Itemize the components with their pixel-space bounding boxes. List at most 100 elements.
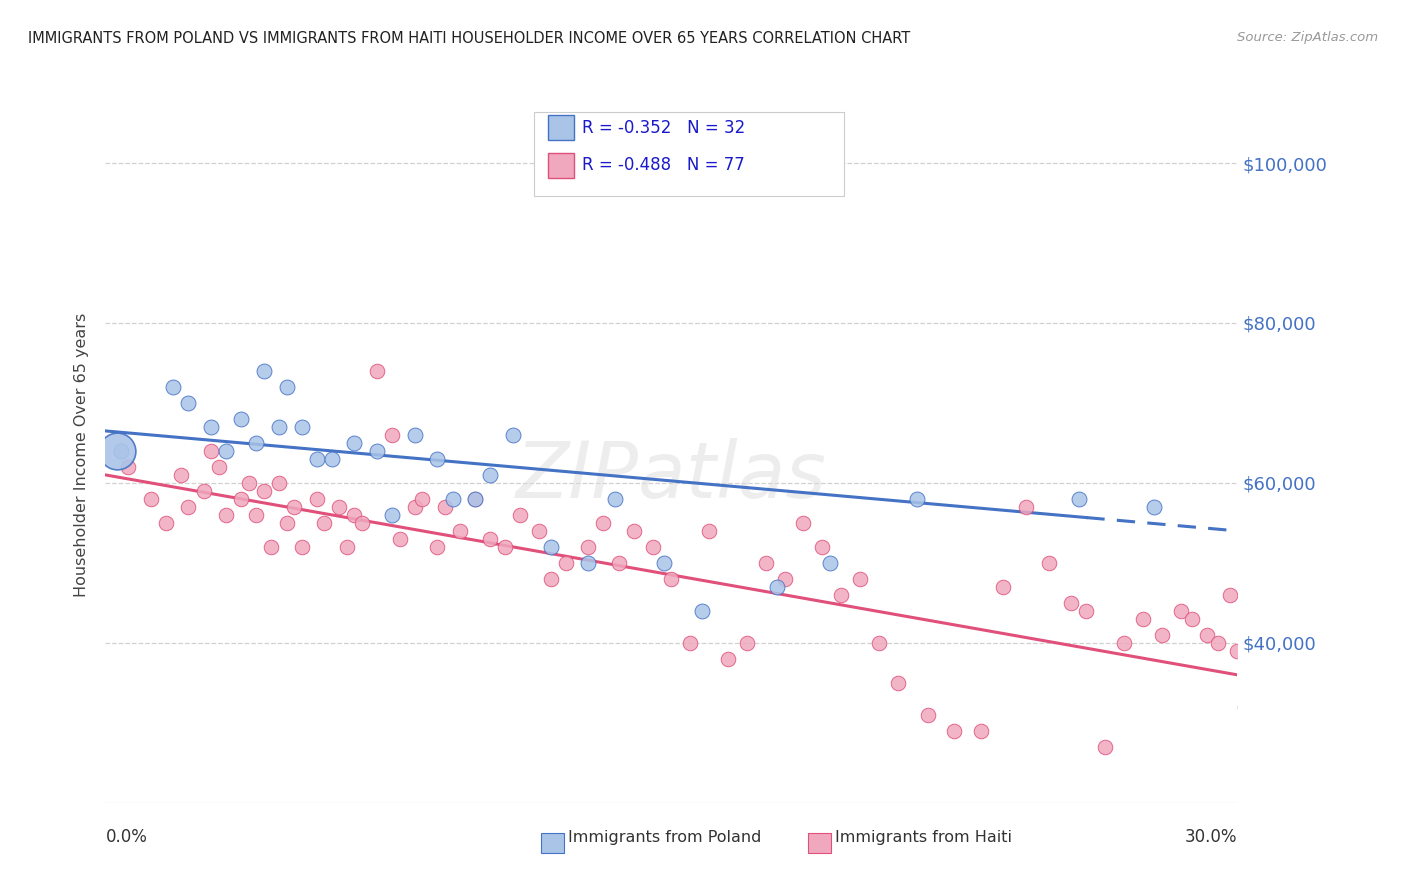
Point	[509, 508, 531, 522]
Point	[177, 500, 200, 514]
Point	[607, 556, 630, 570]
Point	[697, 524, 720, 538]
Point	[404, 500, 426, 514]
Point	[343, 508, 366, 522]
Point	[200, 444, 222, 458]
Point	[1181, 612, 1204, 626]
Point	[1226, 644, 1249, 658]
Point	[411, 491, 433, 506]
Point	[110, 444, 132, 458]
Point	[905, 491, 928, 506]
Point	[1060, 596, 1083, 610]
Point	[245, 508, 267, 522]
Point	[276, 516, 298, 530]
Point	[426, 540, 449, 554]
Point	[231, 412, 253, 426]
Point	[970, 723, 993, 738]
Point	[652, 556, 675, 570]
Y-axis label: Householder Income Over 65 years: Householder Income Over 65 years	[75, 313, 90, 597]
Point	[792, 516, 814, 530]
Point	[208, 459, 231, 474]
Point	[540, 540, 562, 554]
Point	[441, 491, 464, 506]
Point	[1219, 588, 1241, 602]
Point	[1150, 628, 1173, 642]
Point	[193, 483, 215, 498]
Point	[679, 636, 702, 650]
Point	[529, 524, 551, 538]
Point	[766, 580, 789, 594]
Point	[231, 491, 253, 506]
Point	[449, 524, 471, 538]
Point	[1197, 628, 1219, 642]
Point	[717, 652, 740, 666]
Text: Immigrants from Poland: Immigrants from Poland	[568, 830, 762, 845]
Point	[690, 604, 713, 618]
Point	[200, 420, 222, 434]
Point	[830, 588, 852, 602]
Point	[1208, 636, 1230, 650]
Point	[1132, 612, 1154, 626]
Point	[381, 508, 404, 522]
Point	[576, 540, 599, 554]
Point	[576, 556, 599, 570]
Point	[1143, 500, 1166, 514]
Point	[818, 556, 841, 570]
Point	[404, 428, 426, 442]
Text: IMMIGRANTS FROM POLAND VS IMMIGRANTS FROM HAITI HOUSEHOLDER INCOME OVER 65 YEARS: IMMIGRANTS FROM POLAND VS IMMIGRANTS FRO…	[28, 31, 910, 46]
Point	[238, 475, 260, 490]
Point	[540, 572, 562, 586]
Point	[943, 723, 966, 738]
Point	[868, 636, 890, 650]
Point	[328, 500, 350, 514]
Point	[641, 540, 664, 554]
Point	[735, 636, 758, 650]
Point	[917, 707, 939, 722]
Point	[479, 467, 502, 482]
Point	[1170, 604, 1192, 618]
Point	[139, 491, 162, 506]
Point	[366, 364, 388, 378]
Point	[170, 467, 193, 482]
Point	[603, 491, 626, 506]
Point	[162, 380, 184, 394]
Point	[305, 491, 328, 506]
Point	[381, 428, 404, 442]
Point	[849, 572, 872, 586]
Point	[479, 532, 502, 546]
Point	[755, 556, 778, 570]
Point	[1114, 636, 1136, 650]
Text: Immigrants from Haiti: Immigrants from Haiti	[835, 830, 1012, 845]
Point	[887, 676, 910, 690]
Point	[291, 420, 314, 434]
Point	[494, 540, 516, 554]
Point	[464, 491, 486, 506]
Point	[592, 516, 614, 530]
Point	[253, 364, 276, 378]
Point	[388, 532, 411, 546]
Point	[314, 516, 336, 530]
Point	[155, 516, 177, 530]
Point	[661, 572, 683, 586]
Point	[105, 444, 128, 458]
Point	[343, 436, 366, 450]
Point	[350, 516, 373, 530]
Point	[117, 459, 139, 474]
Point	[1067, 491, 1090, 506]
Point	[276, 380, 298, 394]
Point	[321, 451, 343, 466]
Text: R = -0.488   N = 77: R = -0.488 N = 77	[582, 156, 745, 174]
Point	[177, 396, 200, 410]
Point	[993, 580, 1015, 594]
Text: 0.0%: 0.0%	[105, 828, 148, 846]
Point	[291, 540, 314, 554]
Point	[773, 572, 796, 586]
Text: Source: ZipAtlas.com: Source: ZipAtlas.com	[1237, 31, 1378, 45]
Point	[267, 475, 290, 490]
Text: ZIPatlas: ZIPatlas	[516, 438, 827, 514]
Point	[464, 491, 486, 506]
Text: R = -0.352   N = 32: R = -0.352 N = 32	[582, 119, 745, 136]
Point	[426, 451, 449, 466]
Point	[215, 444, 238, 458]
Point	[1244, 683, 1267, 698]
